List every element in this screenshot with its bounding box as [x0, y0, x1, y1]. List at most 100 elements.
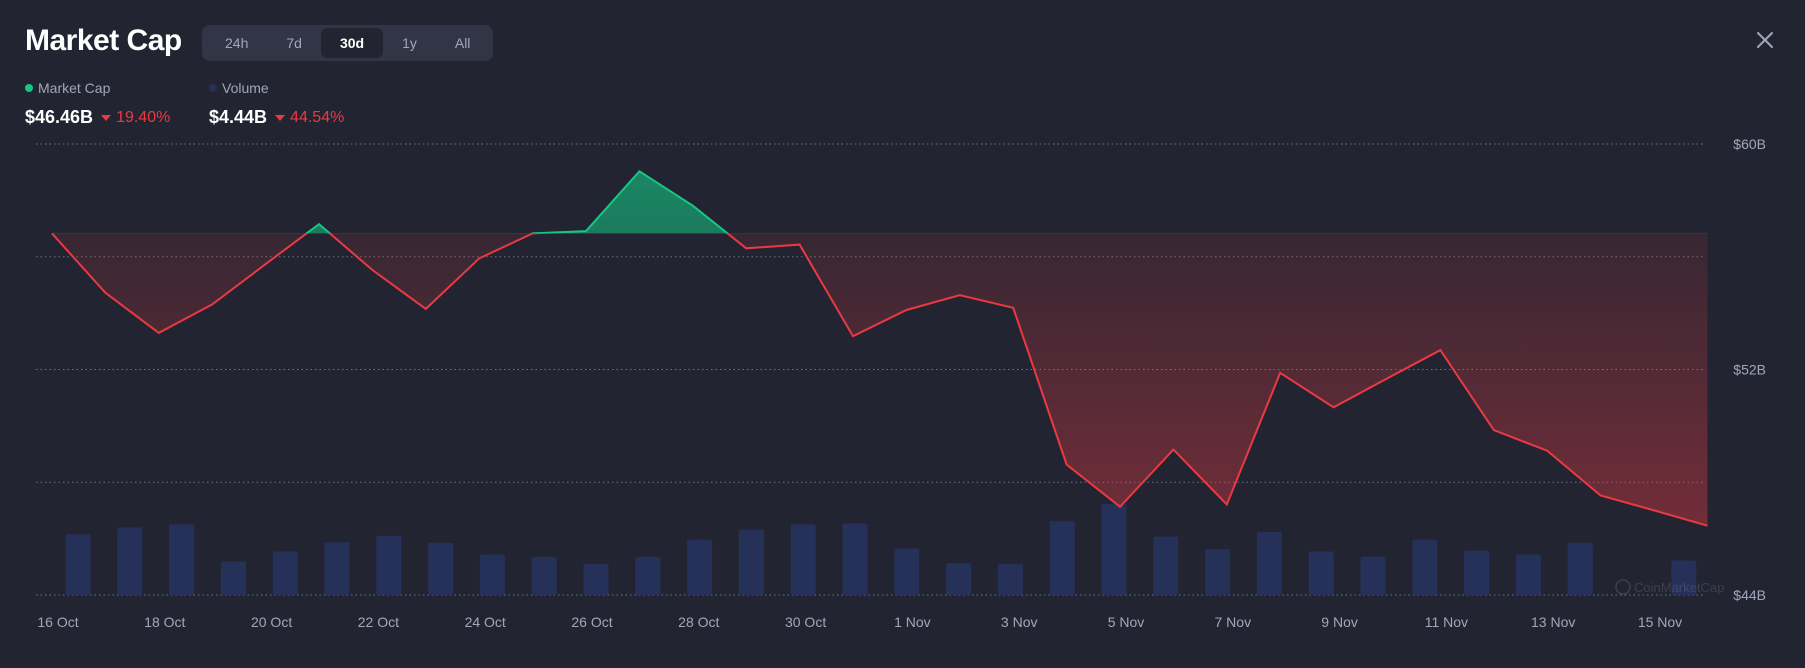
legend-market-cap[interactable]: Market Cap — [25, 80, 110, 96]
volume-bar[interactable] — [738, 529, 764, 595]
volume-bar[interactable] — [1464, 550, 1490, 595]
volume-bar[interactable] — [583, 563, 609, 595]
market-cap-point[interactable] — [1704, 523, 1710, 529]
market-cap-point[interactable] — [1224, 502, 1230, 508]
volume-bar[interactable] — [1205, 549, 1231, 595]
market-cap-point[interactable] — [636, 168, 642, 174]
volume-bar[interactable] — [479, 554, 505, 595]
volume-bar[interactable] — [946, 563, 972, 595]
volume-bar[interactable] — [65, 534, 91, 595]
volume-bar[interactable] — [1101, 504, 1127, 595]
volume-summary: $4.44B 44.54% — [209, 107, 344, 128]
x-tick-label: 24 Oct — [465, 614, 506, 630]
volume-bar[interactable] — [1567, 542, 1593, 595]
x-tick-label: 1 Nov — [894, 614, 931, 630]
tab-1y[interactable]: 1y — [402, 35, 417, 51]
y-tick-label: $44B — [1733, 587, 1766, 603]
market-cap-point[interactable] — [1544, 448, 1550, 454]
x-tick-label: 22 Oct — [358, 614, 399, 630]
market-cap-point[interactable] — [1437, 347, 1443, 353]
market-cap-point[interactable] — [316, 221, 322, 227]
market-cap-point[interactable] — [797, 242, 803, 248]
volume-bar[interactable] — [1153, 536, 1179, 595]
market-cap-point[interactable] — [1117, 504, 1123, 510]
market-cap-point[interactable] — [583, 228, 589, 234]
market-cap-point[interactable] — [1651, 507, 1657, 513]
volume-bar[interactable] — [842, 523, 868, 595]
volume-bar[interactable] — [1671, 560, 1697, 595]
market-cap-point[interactable] — [156, 330, 162, 336]
volume-bar[interactable] — [169, 524, 195, 595]
market-cap-point[interactable] — [957, 292, 963, 298]
volume-bar[interactable] — [1515, 554, 1541, 595]
x-tick-label: 28 Oct — [678, 614, 719, 630]
volume-bar[interactable] — [790, 524, 816, 595]
volume-change: 44.54% — [290, 108, 345, 126]
tab-24h[interactable]: 24h — [225, 35, 249, 51]
close-icon[interactable] — [1755, 30, 1775, 50]
volume-dot-icon — [209, 84, 217, 92]
market-cap-point[interactable] — [1064, 461, 1070, 467]
market-cap-point[interactable] — [476, 255, 482, 261]
volume-bar[interactable] — [220, 561, 246, 595]
tab-7d[interactable]: 7d — [286, 35, 302, 51]
volume-bar[interactable] — [687, 539, 713, 595]
volume-value: $4.44B — [209, 107, 268, 127]
market-cap-point[interactable] — [903, 307, 909, 313]
volume-bar[interactable] — [324, 542, 350, 595]
market-cap-point[interactable] — [690, 203, 696, 209]
market-cap-point[interactable] — [1384, 376, 1390, 382]
volume-bar[interactable] — [1256, 532, 1282, 595]
volume-bar[interactable] — [1049, 521, 1075, 595]
market-cap-point[interactable] — [102, 290, 108, 296]
market-cap-point[interactable] — [209, 301, 215, 307]
market-cap-point[interactable] — [850, 333, 856, 339]
tab-all[interactable]: All — [454, 35, 471, 51]
x-tick-label: 11 Nov — [1425, 614, 1468, 630]
market-cap-point[interactable] — [1491, 427, 1497, 433]
volume-bar[interactable] — [272, 551, 298, 595]
volume-bar[interactable] — [1360, 556, 1386, 595]
volume-bar[interactable] — [376, 535, 402, 595]
area-below-baseline — [52, 233, 1708, 526]
volume-bar[interactable] — [1412, 539, 1438, 595]
volume-bar[interactable] — [1308, 551, 1334, 595]
legend-volume[interactable]: Volume — [209, 80, 269, 96]
volume-bar[interactable] — [894, 548, 920, 595]
market-cap-change: 19.40% — [116, 108, 171, 126]
tab-30d[interactable]: 30d — [320, 28, 384, 58]
market-cap-point[interactable] — [1277, 370, 1283, 376]
market-cap-point[interactable] — [49, 230, 55, 236]
market-cap-dot-icon — [25, 84, 33, 92]
x-tick-label: 7 Nov — [1215, 614, 1252, 630]
market-cap-point[interactable] — [1598, 492, 1604, 498]
page-title: Market Cap — [25, 24, 182, 57]
x-tick-label: 26 Oct — [571, 614, 612, 630]
volume-bar[interactable] — [997, 563, 1023, 595]
x-tick-label: 3 Nov — [1001, 614, 1038, 630]
x-tick-label: 20 Oct — [251, 614, 292, 630]
market-cap-point[interactable] — [1331, 404, 1337, 410]
x-tick-label: 9 Nov — [1321, 614, 1358, 630]
market-cap-value: $46.46B — [25, 107, 94, 127]
x-tick-label: 15 Nov — [1638, 614, 1682, 630]
market-cap-point[interactable] — [423, 306, 429, 312]
market-cap-point[interactable] — [369, 267, 375, 273]
market-cap-point[interactable] — [1010, 305, 1016, 311]
volume-bar[interactable] — [531, 556, 557, 595]
y-tick-label: $52B — [1733, 362, 1766, 378]
market-cap-point[interactable] — [743, 245, 749, 251]
market-cap-point[interactable] — [263, 261, 269, 267]
volume-bar[interactable] — [428, 542, 454, 595]
market-cap-line-down — [51, 233, 1708, 527]
market-cap-point[interactable] — [1170, 447, 1176, 453]
x-tick-label: 30 Oct — [785, 614, 826, 630]
volume-bar[interactable] — [635, 556, 661, 595]
market-cap-point[interactable] — [530, 230, 536, 236]
x-tick-label: 16 Oct — [37, 614, 78, 630]
y-tick-label: $60B — [1733, 136, 1766, 152]
x-tick-label: 18 Oct — [144, 614, 185, 630]
caret-down-icon — [101, 114, 112, 121]
volume-bar[interactable] — [117, 527, 143, 595]
